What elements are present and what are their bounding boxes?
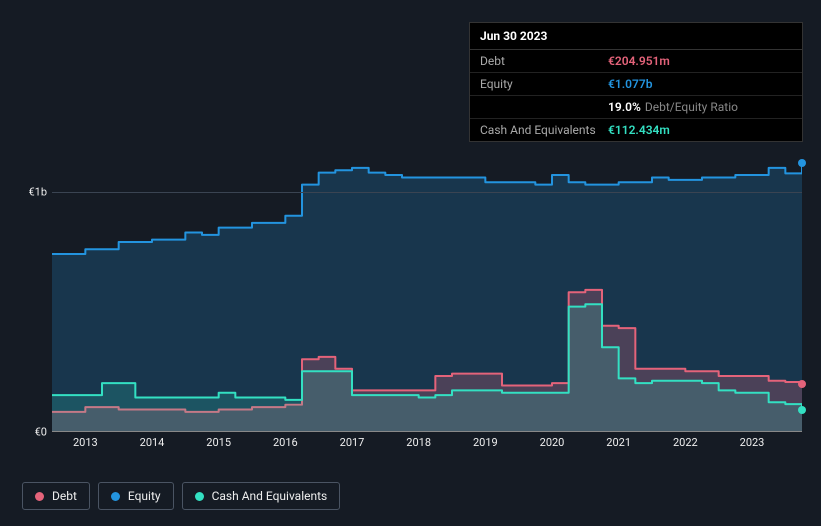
chart-tooltip: Jun 30 2023 Debt€204.951mEquity€1.077b19…: [469, 22, 803, 142]
chart-plot[interactable]: [52, 132, 802, 432]
x-axis-tick: 2022: [673, 436, 698, 449]
tooltip-rows: Debt€204.951mEquity€1.077b19.0%Debt/Equi…: [470, 50, 802, 141]
x-axis-tick: 2016: [273, 436, 298, 449]
x-axis-tick: 2015: [206, 436, 231, 449]
series-end-dot-equity: [798, 159, 806, 167]
tooltip-row-label: Cash And Equivalents: [480, 123, 608, 137]
x-axis-tick: 2017: [340, 436, 365, 449]
tooltip-row: Cash And Equivalents€112.434m: [470, 119, 802, 141]
chart-area[interactable]: €0€1b20132014201520162017201820192020202…: [22, 120, 802, 440]
x-axis-tick: 2020: [540, 436, 565, 449]
tooltip-row-label: Equity: [480, 77, 608, 91]
series-end-dot-debt: [798, 380, 806, 388]
tooltip-row: Debt€204.951m: [470, 50, 802, 73]
tooltip-row-value: €1.077b: [608, 77, 652, 91]
legend-dot-icon: [111, 492, 120, 501]
legend-dot-icon: [195, 492, 204, 501]
legend-label: Equity: [128, 489, 161, 503]
legend-item-equity[interactable]: Equity: [98, 482, 174, 510]
legend-item-debt[interactable]: Debt: [22, 482, 90, 510]
legend-label: Cash And Equivalents: [212, 489, 328, 503]
x-axis-tick: 2013: [73, 436, 98, 449]
tooltip-row-value: €204.951m: [608, 54, 670, 68]
legend-dot-icon: [35, 492, 44, 501]
chart-legend: Debt Equity Cash And Equivalents: [22, 482, 340, 510]
x-axis-tick: 2014: [140, 436, 165, 449]
x-axis-tick: 2019: [473, 436, 498, 449]
series-end-dot-cash: [798, 406, 806, 414]
tooltip-row-subtext: Debt/Equity Ratio: [645, 100, 738, 114]
tooltip-header: Jun 30 2023: [470, 23, 802, 50]
chart-container: Jun 30 2023 Debt€204.951mEquity€1.077b19…: [0, 0, 821, 526]
legend-label: Debt: [52, 489, 77, 503]
x-axis-tick: 2023: [740, 436, 765, 449]
y-axis-tick: €0: [35, 426, 47, 439]
gridline: [52, 192, 802, 193]
legend-item-cash[interactable]: Cash And Equivalents: [182, 482, 341, 510]
x-axis-tick: 2021: [606, 436, 631, 449]
tooltip-row-label: [480, 100, 608, 114]
chart-svg: [52, 132, 802, 431]
tooltip-row-value: 19.0%Debt/Equity Ratio: [608, 100, 738, 114]
tooltip-row-value: €112.434m: [608, 123, 670, 137]
tooltip-row: Equity€1.077b: [470, 73, 802, 96]
tooltip-row: 19.0%Debt/Equity Ratio: [470, 96, 802, 119]
tooltip-row-label: Debt: [480, 54, 608, 68]
x-axis-tick: 2018: [406, 436, 431, 449]
y-axis-tick: €1b: [28, 186, 47, 199]
